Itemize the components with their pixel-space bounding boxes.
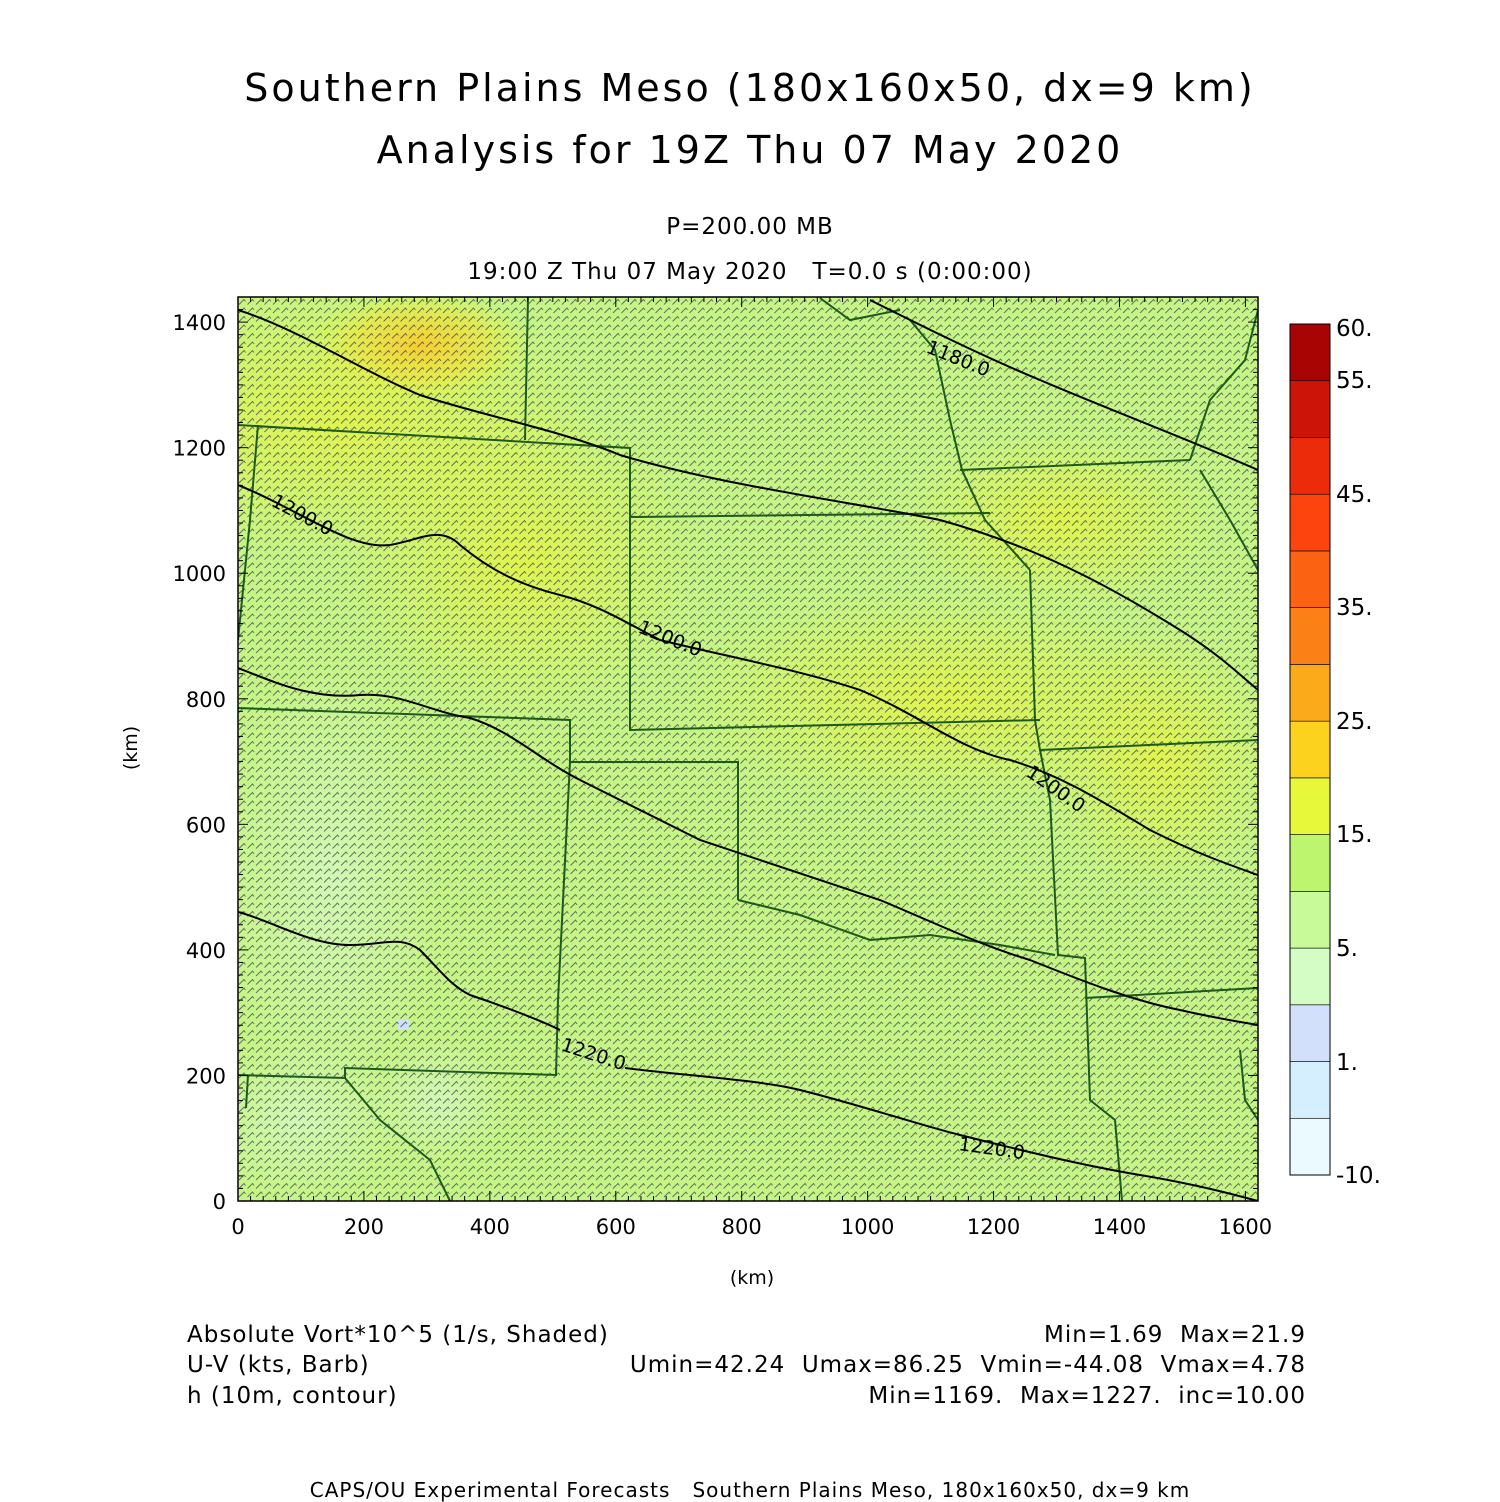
vort-field-label: Absolute Vort*10^5 (1/s, Shaded) (187, 1322, 609, 1348)
colorbar-label: 55. (1336, 368, 1373, 394)
x-tick-label: 600 (596, 1215, 636, 1239)
colorbar-swatch (1290, 494, 1330, 551)
y-tick-label: 1000 (173, 562, 226, 586)
y-tick-label: 800 (186, 688, 226, 712)
y-tick-label: 1200 (173, 437, 226, 461)
wind-field-stats: Umin=42.24 Umax=86.25 Vmin=-44.08 Vmax=4… (630, 1352, 1306, 1378)
x-tick-label: 200 (344, 1215, 384, 1239)
colorbar-labels: 60. 55. 45. 35. 25. 15. 5. 1. -10. (1336, 316, 1381, 1189)
colorbar-label: 60. (1336, 316, 1373, 342)
y-tick-label: 400 (186, 939, 226, 963)
colorbar-swatch (1290, 1062, 1330, 1119)
x-tick-label: 1600 (1219, 1215, 1272, 1239)
height-field-label: h (10m, contour) (187, 1383, 398, 1409)
colorbar-swatch (1290, 437, 1330, 494)
x-tick-label: 1000 (841, 1215, 894, 1239)
x-axis-label: (km) (730, 1267, 774, 1289)
y-tick-label: 0 (213, 1190, 226, 1214)
colorbar-label: 35. (1336, 595, 1373, 621)
colorbar-swatch (1290, 608, 1330, 665)
colorbar-label: 25. (1336, 709, 1373, 735)
colorbar (1290, 324, 1330, 1175)
colorbar-label: 5. (1336, 936, 1358, 962)
vorticity-map: 1180.0 1200.0 1200.0 1200.0 1220.0 1220.… (0, 0, 1500, 1320)
y-axis-label: (km) (120, 726, 142, 770)
vort-field-stats: Min=1.69 Max=21.9 (1044, 1322, 1306, 1348)
colorbar-label: 1. (1336, 1050, 1358, 1076)
colorbar-swatch (1290, 551, 1330, 608)
x-tick-label: 400 (470, 1215, 510, 1239)
colorbar-swatch (1290, 721, 1330, 778)
colorbar-swatch (1290, 324, 1330, 381)
colorbar-label: -10. (1336, 1163, 1381, 1189)
y-tick-label: 200 (186, 1064, 226, 1088)
colorbar-swatch (1290, 1118, 1330, 1175)
colorbar-swatch (1290, 778, 1330, 835)
colorbar-label: 45. (1336, 482, 1373, 508)
x-tick-label: 1400 (1093, 1215, 1146, 1239)
x-tick-label: 800 (722, 1215, 762, 1239)
colorbar-swatch (1290, 664, 1330, 721)
x-tick-label: 1200 (967, 1215, 1020, 1239)
wind-field-label: U-V (kts, Barb) (187, 1352, 370, 1378)
y-tick-label: 600 (186, 813, 226, 837)
colorbar-swatch (1290, 835, 1330, 892)
colorbar-swatch (1290, 381, 1330, 438)
colorbar-label: 15. (1336, 822, 1373, 848)
y-tick-label: 1400 (173, 311, 226, 335)
colorbar-swatch (1290, 948, 1330, 1005)
height-field-stats: Min=1169. Max=1227. inc=10.00 (868, 1383, 1306, 1409)
plot-area: 1180.0 1200.0 1200.0 1200.0 1220.0 1220.… (80, 280, 1280, 1201)
wind-barbs (238, 297, 1258, 1201)
credit-line: CAPS/OU Experimental Forecasts Southern … (0, 1478, 1500, 1502)
x-tick-label: 0 (231, 1215, 244, 1239)
colorbar-swatch (1290, 1005, 1330, 1062)
colorbar-swatch (1290, 891, 1330, 948)
